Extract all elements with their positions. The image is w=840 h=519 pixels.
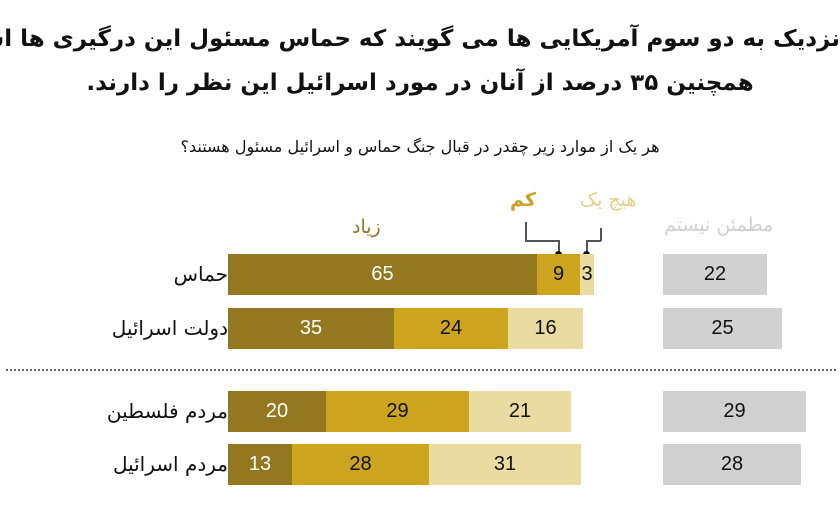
connector-line [586,240,601,242]
legend-none: هیچ یک [580,189,637,211]
bar-segment-none: 31 [429,444,581,485]
bar-not-sure-israeli-government: 25 [663,308,782,349]
bar-segment-none: 3 [580,254,594,295]
connector-line [525,240,559,242]
bar-not-sure-palestinian-people: 29 [663,391,806,432]
bar-segment-a-little: 24 [394,308,508,349]
legend-a-little: کم [510,189,536,211]
bar-segment-a-little: 28 [292,444,429,485]
stacked-bar-hamas: 65 9 3 [228,254,594,295]
bar-not-sure-hamas: 22 [663,254,767,295]
row-label-palestinian-people: مردم فلسطین [106,399,228,423]
stacked-bar-palestinian-people: 20 29 21 [228,391,571,432]
bar-segment-a-lot: 35 [228,308,394,349]
bar-segment-a-lot: 13 [228,444,292,485]
stacked-bar-israeli-people: 13 28 31 [228,444,581,485]
bar-segment-a-lot: 65 [228,254,537,295]
bar-segment-a-lot: 20 [228,391,326,432]
connector-line [525,222,527,241]
connector-line [586,240,588,253]
chart-subtitle: هر یک از موارد زیر چقدر در قبال جنگ حماس… [180,137,660,156]
bar-segment-none: 16 [508,308,583,349]
legend-not-sure: مطمئن نیستم [664,214,774,236]
bar-segment-a-little: 9 [537,254,580,295]
chart-title-line-2: همچنین ۳۵ درصد از آنان در مورد اسرائیل ا… [86,70,754,96]
stacked-bar-israeli-government: 35 24 16 [228,308,583,349]
row-label-hamas: حماس [173,262,228,286]
connector-line [600,228,602,241]
bar-segment-a-little: 29 [326,391,469,432]
row-label-israeli-people: مردم اسرائیل [112,452,228,476]
section-divider [6,369,836,371]
bar-not-sure-israeli-people: 28 [663,444,801,485]
connector-line [558,240,560,253]
row-label-israeli-government: دولت اسرائیل [111,316,228,340]
legend-a-lot: زیاد [352,216,381,238]
chart-title-line-1: نزدیک به دو سوم آمریکایی ها می گویند که … [0,26,840,52]
bar-segment-none: 21 [469,391,571,432]
